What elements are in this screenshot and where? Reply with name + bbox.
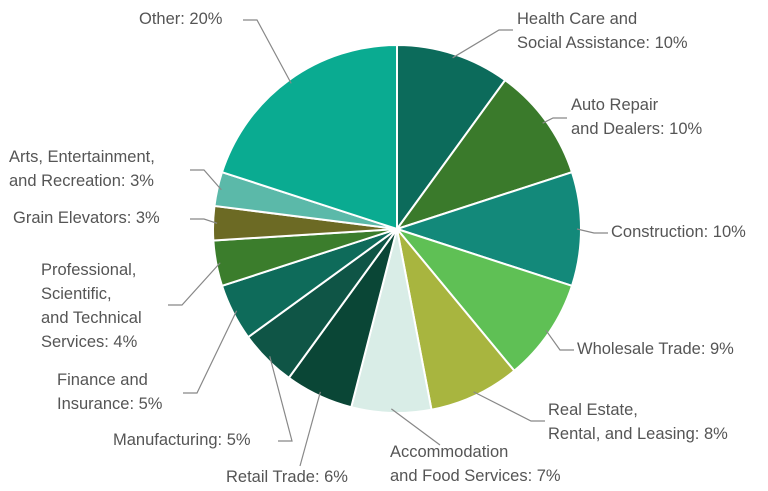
label-line: Social Assistance: 10%	[517, 34, 688, 52]
leader-line	[545, 329, 574, 351]
pie-slice	[393, 170, 582, 288]
leader-line	[452, 29, 513, 59]
leader-line	[168, 262, 221, 306]
leader-line	[576, 228, 608, 234]
slice-label: Manufacturing: 5%	[113, 431, 251, 449]
label-line: and Technical	[41, 309, 142, 327]
label-line: Construction: 10%	[611, 223, 746, 241]
pie-slice	[394, 78, 574, 231]
label-line: Arts, Entertainment,	[9, 148, 155, 166]
label-line: Grain Elevators: 3%	[13, 209, 160, 227]
label-line: and Recreation: 3%	[9, 172, 154, 190]
slice-label: Professional, Scientific, and Technical Ser…	[41, 261, 142, 351]
label-line: and Food Services: 7%	[390, 467, 561, 485]
label-line: Accommodation	[390, 443, 508, 461]
leader-line	[542, 117, 567, 124]
label-line: Insurance: 5%	[57, 395, 163, 413]
slice-label: Auto Repair and Dealers: 10%	[571, 96, 702, 138]
slice-label: Accommodation and Food Services: 7%	[390, 443, 561, 485]
slice-label: Arts, Entertainment, and Recreation: 3%	[9, 148, 155, 190]
label-line: Scientific,	[41, 285, 112, 303]
label-line: Real Estate,	[548, 401, 638, 419]
label-line: Professional,	[41, 261, 136, 279]
leader-line	[183, 310, 238, 394]
leader-line	[190, 169, 222, 191]
label-line: Manufacturing: 5%	[113, 431, 251, 449]
slice-label: Health Care and Social Assistance: 10%	[517, 10, 688, 52]
slice-label: Grain Elevators: 3%	[13, 209, 160, 227]
pie-slice	[394, 226, 574, 373]
slice-label: Retail Trade: 6%	[226, 468, 348, 486]
label-line: Finance and	[57, 371, 148, 389]
leader-line	[390, 408, 441, 446]
label-line: Auto Repair	[571, 96, 659, 114]
slice-label: Construction: 10%	[611, 223, 746, 241]
leader-line	[299, 391, 321, 467]
slice-label: Wholesale Trade: 9%	[577, 340, 734, 358]
leader-line	[243, 19, 292, 84]
label-line: Wholesale Trade: 9%	[577, 340, 734, 358]
slice-label: Finance and Insurance: 5%	[57, 371, 163, 413]
label-line: Other: 20%	[139, 10, 223, 28]
label-line: Retail Trade: 6%	[226, 468, 348, 486]
label-line: Rental, and Leasing: 8%	[548, 425, 728, 443]
slice-label: Real Estate, Rental, and Leasing: 8%	[548, 401, 728, 443]
label-line: Health Care and	[517, 10, 637, 28]
label-line: and Dealers: 10%	[571, 120, 702, 138]
label-line: Services: 4%	[41, 333, 138, 351]
leader-line	[190, 218, 218, 224]
leader-line	[473, 391, 545, 422]
pie-slice	[396, 43, 507, 233]
slice-label: Other: 20%	[139, 10, 223, 28]
pie-slice	[396, 228, 516, 411]
leader-line	[269, 356, 293, 442]
